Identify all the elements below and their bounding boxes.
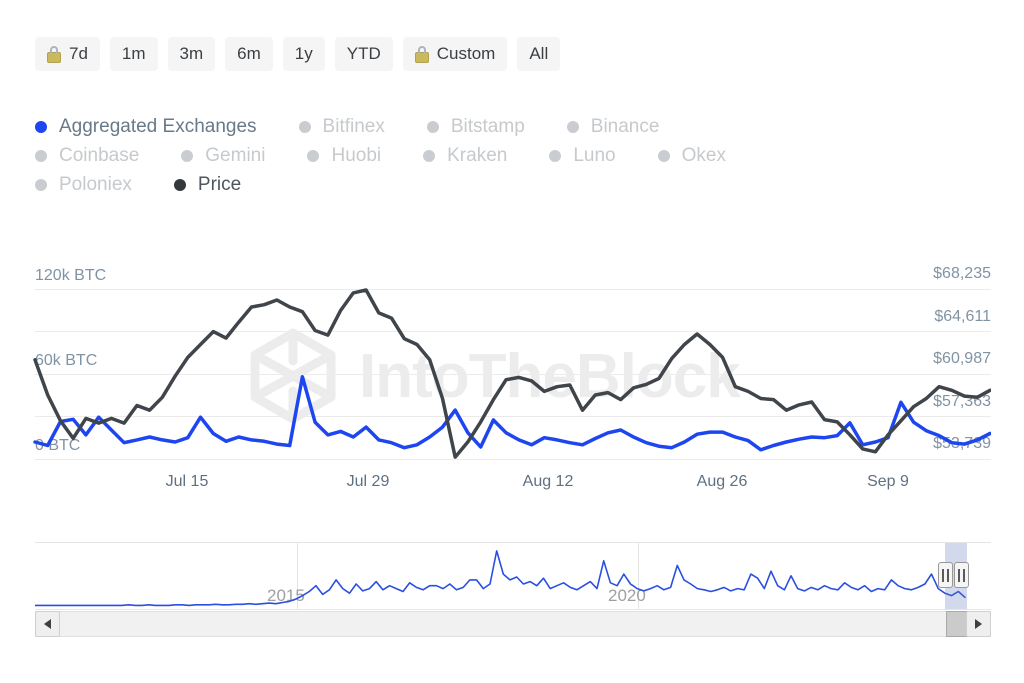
range-toolbar: 7d 1m 3m 6m 1y YTD Custom All: [35, 37, 561, 71]
legend-item-gemini[interactable]: Gemini: [181, 145, 265, 167]
range-button-1y[interactable]: 1y: [282, 37, 325, 71]
y-axis-label-left: 120k BTC: [35, 267, 107, 284]
legend-label: Luno: [573, 144, 616, 166]
legend-row: Aggregated Exchanges Bitfinex Bitstamp Bina…: [35, 112, 895, 141]
y-axis-label-right: $60,987: [933, 350, 991, 367]
legend-item-luno[interactable]: Luno: [549, 144, 616, 167]
legend-item-poloniex[interactable]: Poloniex: [35, 174, 132, 196]
y-axis-label-left: 60k BTC: [35, 352, 98, 369]
range-button-7d[interactable]: 7d: [35, 37, 100, 71]
legend-dot: [181, 149, 194, 162]
navigator-year-divider: [638, 543, 639, 609]
legend-label: Gemini: [205, 144, 266, 166]
grip-icon: [958, 568, 960, 582]
legend-dot: [549, 149, 562, 162]
range-button-1m[interactable]: 1m: [109, 37, 158, 71]
legend: Aggregated Exchanges Bitfinex Bitstamp Bina…: [35, 112, 895, 199]
legend-dot: [298, 120, 311, 133]
lock-icon: [47, 46, 61, 63]
legend-label: Poloniex: [59, 173, 132, 195]
range-button-3m[interactable]: 3m: [167, 37, 216, 71]
legend-item-coinbase[interactable]: Coinbase: [35, 145, 139, 167]
lock-icon: [414, 46, 429, 63]
legend-label: Aggregated Exchanges: [59, 115, 257, 137]
legend-label: Binance: [590, 115, 660, 137]
legend-dot: [307, 149, 320, 162]
navigator-series-line: [35, 550, 966, 607]
range-button-label: 6m: [237, 44, 261, 63]
grip-icon: [963, 568, 965, 582]
y-axis-label-right: $68,235: [933, 265, 991, 282]
gridline: [35, 373, 991, 375]
legend-dot: [566, 120, 579, 133]
range-button-label: 7d: [69, 44, 88, 63]
legend-item-bitstamp[interactable]: Bitstamp: [426, 115, 525, 138]
navigator-plot[interactable]: [35, 543, 991, 609]
navigator[interactable]: 2015 2020: [35, 542, 991, 610]
legend-dot: [35, 149, 47, 162]
legend-dot: [173, 178, 186, 191]
legend-item-okex[interactable]: Okex: [657, 144, 726, 167]
grip-icon: [942, 568, 944, 582]
grip-icon: [947, 568, 949, 582]
scrollbar-thumb[interactable]: [946, 611, 968, 637]
legend-dot: [657, 149, 670, 162]
range-button-ytd[interactable]: YTD: [334, 37, 393, 71]
scrollbar[interactable]: [35, 611, 991, 637]
navigator-year-divider: [297, 543, 298, 609]
range-button-label: 3m: [179, 44, 204, 63]
legend-row: Coinbase Gemini Huobi Kraken Luno Okex: [35, 141, 895, 170]
right-arrow-icon: [975, 619, 982, 629]
y-axis-label-left: 0 BTC: [35, 437, 81, 454]
gridline: [35, 288, 991, 290]
legend-label: Bitfinex: [322, 115, 385, 137]
scrollbar-left-button[interactable]: [35, 611, 60, 637]
x-axis-label: Sep 9: [867, 473, 909, 490]
scrollbar-right-button[interactable]: [966, 611, 991, 637]
gridline: [35, 331, 991, 332]
price-line: [33, 288, 991, 459]
x-axis-label: Aug 12: [522, 473, 574, 490]
legend-dot: [426, 120, 439, 133]
legend-dot: [35, 120, 47, 133]
range-button-label: Custom: [436, 44, 496, 63]
range-button-label: 1y: [294, 44, 313, 63]
range-button-label: All: [529, 44, 549, 63]
exchanges-line: [33, 375, 991, 452]
navigator-year-label: 2020: [608, 586, 646, 605]
legend-item-huobi[interactable]: Huobi: [307, 145, 381, 167]
gridline: [35, 458, 991, 460]
legend-row: Poloniex Price: [35, 170, 895, 199]
navigator-handle-right[interactable]: [954, 562, 969, 588]
range-button-label: 1m: [121, 44, 146, 63]
gridline: [35, 416, 991, 417]
range-button-custom[interactable]: Custom: [402, 37, 508, 71]
range-button-6m[interactable]: 6m: [225, 37, 273, 71]
y-axis-label-right: $64,611: [934, 307, 991, 325]
navigator-handle-left[interactable]: [938, 562, 953, 588]
left-arrow-icon: [44, 619, 51, 629]
x-axis-label: Aug 26: [696, 473, 748, 490]
legend-label: Coinbase: [59, 144, 140, 166]
legend-dot: [423, 149, 436, 162]
legend-item-kraken[interactable]: Kraken: [423, 145, 507, 167]
x-axis-label: Jul 29: [346, 473, 390, 490]
legend-dot: [35, 178, 47, 191]
legend-item-bitfinex[interactable]: Bitfinex: [298, 115, 385, 138]
x-axis-label: Jul 15: [165, 473, 209, 490]
legend-item-aggregated-exchanges[interactable]: Aggregated Exchanges: [35, 116, 257, 138]
legend-item-price[interactable]: Price: [173, 173, 242, 196]
legend-label: Kraken: [447, 144, 508, 166]
legend-label: Bitstamp: [450, 115, 525, 137]
range-button-all[interactable]: All: [517, 37, 561, 71]
range-button-label: YTD: [346, 44, 381, 63]
legend-item-binance[interactable]: Binance: [566, 115, 660, 138]
navigator-year-label: 2015: [267, 586, 305, 605]
legend-label: Okex: [681, 144, 726, 166]
legend-label: Huobi: [331, 144, 382, 166]
chart-plot[interactable]: [33, 250, 991, 466]
legend-label: Price: [197, 173, 242, 195]
